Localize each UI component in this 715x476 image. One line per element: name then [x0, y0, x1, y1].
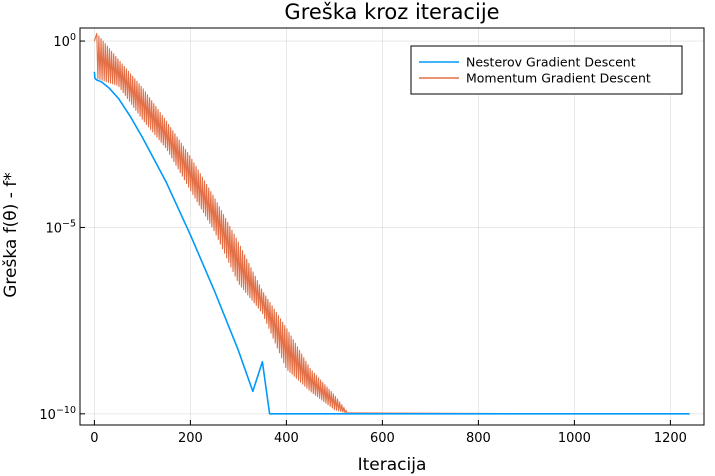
x-tick-label: 400 [274, 431, 299, 446]
y-tick-label: 100 [53, 32, 76, 50]
y-tick-label: 10−10 [39, 405, 76, 423]
series-line-nesterov [93, 71, 690, 415]
x-tick-label: 1000 [558, 431, 591, 446]
x-axis-ticks: 0 200 400 600 800 1000 1200 [90, 420, 687, 446]
legend-label-nesterov: Nesterov Gradient Descent [466, 55, 636, 70]
legend-label-momentum: Momentum Gradient Descent [466, 71, 651, 86]
x-tick-label: 200 [178, 431, 203, 446]
x-tick-label: 800 [466, 431, 491, 446]
y-tick-label: 10−5 [45, 218, 76, 236]
x-tick-label: 0 [90, 431, 98, 446]
chart-title: Greška kroz iteracije [284, 0, 499, 24]
series-line-momentum [93, 32, 585, 415]
x-tick-label: 600 [370, 431, 395, 446]
legend: Nesterov Gradient Descent Momentum Gradi… [410, 45, 683, 95]
series-layer [93, 32, 690, 415]
x-tick-label: 1200 [654, 431, 687, 446]
legend-box [410, 45, 683, 95]
x-axis-label: Iteracija [358, 455, 427, 475]
plot-frame [79, 27, 705, 426]
y-axis-label: Greška f(θ) - f* [1, 172, 21, 298]
y-axis-ticks: 100 10−5 10−10 [39, 32, 85, 423]
